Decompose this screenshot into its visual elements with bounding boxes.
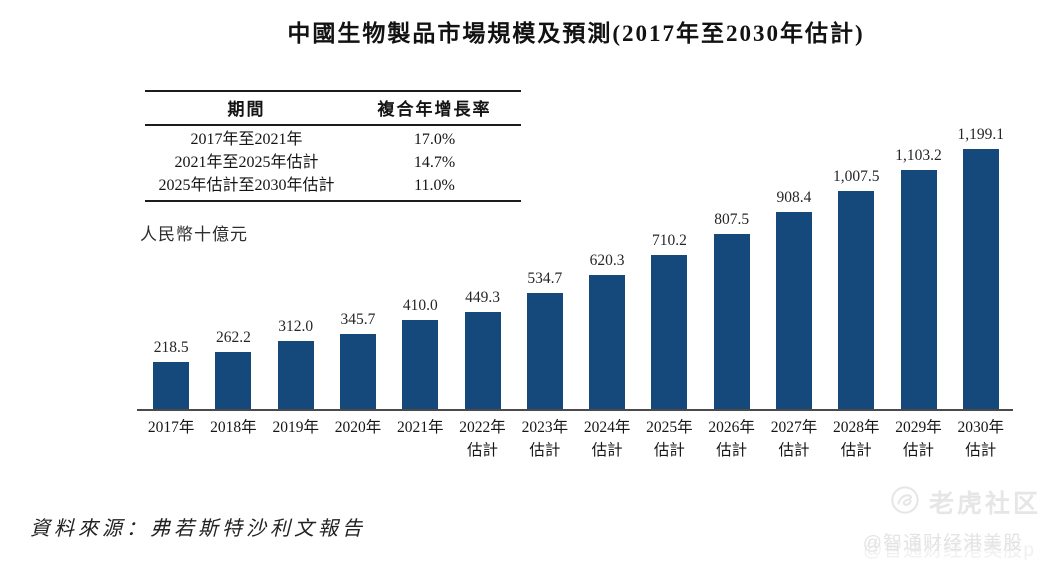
bar-column: 312.0 — [265, 108, 327, 409]
watermark-brand-name: 老虎社区 — [928, 490, 1041, 518]
bar-column: 1,007.5 — [825, 108, 887, 409]
cagr-header-cagr: 複合年增長率 — [377, 100, 492, 119]
bar-value-label: 710.2 — [651, 232, 687, 249]
bars-row: 218.5 262.2 312.0 345.7 410.0 449.3 534.7 620.3… — [140, 108, 1012, 409]
cagr-value-cell: 11.0% — [414, 177, 455, 194]
bar-value-label: 410.0 — [402, 297, 438, 314]
bar-column: 534.7 — [514, 108, 576, 409]
x-axis-label: 2020年 — [334, 419, 382, 436]
x-axis-label: 2021年 — [397, 419, 444, 436]
cagr-value-cell: 17.0% — [413, 131, 456, 148]
x-axis-label: 2029年 估計 — [895, 419, 942, 459]
x-axis-label: 2028年 估計 — [832, 419, 880, 459]
bar-value-label: 1,103.2 — [895, 147, 942, 164]
bar-column: 908.4 — [763, 108, 825, 409]
bar-value-label: 449.3 — [465, 289, 500, 306]
bar-2025年估計 — [651, 255, 688, 409]
table-row: 2017年至2021年 17.0% — [145, 128, 521, 151]
bar-value-label: 312.0 — [278, 318, 314, 335]
cagr-table-body: 2017年至2021年 17.0% 2021年至2025年估計 14.7% 20… — [145, 126, 521, 200]
cagr-period-cell: 2021年至2025年估計 — [174, 154, 319, 171]
bar-value-label: 1,007.5 — [832, 168, 880, 185]
table-row: 2021年至2025年估計 14.7% — [145, 151, 521, 174]
bar-column: 345.7 — [327, 108, 389, 409]
bar-value-label: 908.4 — [776, 189, 812, 206]
bar-column: 807.5 — [701, 108, 763, 409]
bar-column: 449.3 — [451, 108, 513, 409]
x-axis-label: 2022年 估計 — [459, 419, 506, 459]
bar-column: 1,199.1 — [950, 108, 1012, 409]
bar-2026年估計 — [713, 234, 750, 409]
bar-2023年估計 — [526, 293, 563, 409]
bar-value-label: 218.5 — [153, 339, 189, 356]
bar-2024年估計 — [589, 275, 626, 409]
cagr-value-cell: 14.7% — [413, 154, 456, 171]
bar-2027年估計 — [775, 212, 812, 409]
x-axis-label: 2018年 — [210, 419, 257, 436]
y-axis-unit-label: 人民幣十億元 — [140, 225, 248, 244]
x-axis-label: 2023年 估計 — [521, 419, 569, 459]
watermark-handle: @智通财经港美股 — [862, 533, 1023, 554]
bar-value-label: 534.7 — [527, 270, 563, 287]
cagr-table: 期間 複合年增長率 2017年至2021年 17.0% 2021年至2025年估… — [145, 90, 521, 202]
x-axis-labels: 2017年 2018年 2019年 2020年 2021年 2022年 估計 2023年 估計 2… — [140, 416, 1012, 462]
cagr-table-header-row: 期間 複合年增長率 — [145, 92, 521, 126]
bar-column: 218.5 — [140, 108, 202, 409]
watermark-handle-area: @智通财经港美股p @智通财经港美股 — [841, 528, 1041, 561]
bar-value-label: 345.7 — [340, 311, 376, 328]
watermark: 老虎社区 @智通财经港美股p @智通财经港美股 — [841, 484, 1041, 561]
bar-2028年估計 — [838, 191, 875, 409]
x-axis-label: 2025年 估計 — [646, 419, 693, 459]
cagr-period-cell: 2025年估計至2030年估計 — [158, 177, 335, 194]
bar-2022年估計 — [464, 312, 501, 409]
x-axis-label: 2030年 估計 — [957, 419, 1005, 459]
bar-2017年 — [153, 362, 190, 409]
x-axis-line — [137, 409, 1013, 411]
bar-2019年 — [277, 341, 314, 409]
bar-2018年 — [215, 352, 252, 409]
bar-2029年估計 — [900, 170, 937, 409]
x-axis-label: 2024年 估計 — [583, 419, 631, 459]
bar-value-label: 262.2 — [215, 329, 251, 346]
table-row: 2025年估計至2030年估計 11.0% — [145, 174, 521, 197]
source-note: 資料來源：弗若斯特沙利文報告 — [30, 518, 366, 540]
tiger-circle-icon — [890, 485, 920, 520]
x-axis-label: 2026年 估計 — [708, 419, 755, 459]
bar-2021年 — [402, 320, 439, 409]
bar-column: 262.2 — [202, 108, 264, 409]
x-axis-label: 2027年 估計 — [770, 419, 818, 459]
bar-2030年估計 — [962, 149, 999, 409]
bar-column: 620.3 — [576, 108, 638, 409]
cagr-period-cell: 2017年至2021年 — [190, 131, 303, 148]
bar-value-label: 807.5 — [714, 211, 750, 228]
x-axis-label: 2019年 — [272, 419, 319, 436]
bar-value-label: 620.3 — [589, 252, 625, 269]
watermark-brand-row: 老虎社区 — [841, 484, 1041, 520]
chart-title: 中國生物製品市場規模及預測(2017年至2030年估計) — [287, 21, 865, 46]
cagr-header-period: 期間 — [227, 100, 266, 119]
watermark-handle-ghost: @智通财经港美股p — [863, 540, 1035, 561]
bar-column: 1,103.2 — [887, 108, 949, 409]
bar-column: 710.2 — [638, 108, 700, 409]
bar-column: 410.0 — [389, 108, 451, 409]
bar-value-label: 1,199.1 — [957, 126, 1005, 143]
bar-2020年 — [339, 334, 376, 409]
x-axis-label: 2017年 — [147, 419, 195, 436]
